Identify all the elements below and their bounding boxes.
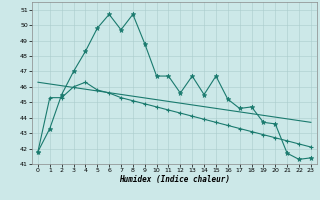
X-axis label: Humidex (Indice chaleur): Humidex (Indice chaleur) [119,175,230,184]
